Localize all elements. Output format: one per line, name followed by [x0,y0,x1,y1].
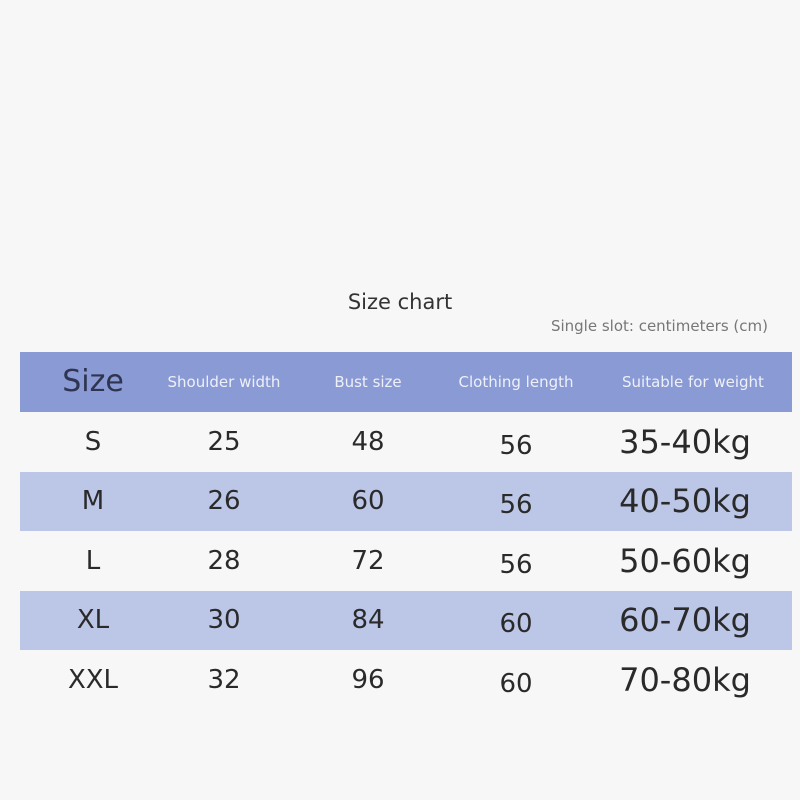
table-cell: 30 [207,605,241,636]
table-cell: 96 [351,664,385,695]
table-cell: 56 [499,430,533,461]
table-cell: 70-80kg [619,660,751,699]
table-row: L 28 72 56 50-60kg [20,531,792,591]
table-cell: M [81,486,105,517]
table-cell: 26 [207,486,241,517]
table-cell: 60 [499,609,533,640]
table-cell: 25 [207,426,241,457]
table-cell: 48 [351,426,385,457]
table-cell: 60-70kg [619,601,751,640]
header-shoulder: Shoulder width [167,373,281,391]
table-cell: 40-50kg [619,482,751,521]
size-table: Size Shoulder width Bust size Clothing l… [20,352,792,710]
header-row: Size Shoulder width Bust size Clothing l… [20,352,792,412]
header-weight: Suitable for weight [622,373,764,391]
unit-note: Single slot: centimeters (cm) [550,317,768,335]
table-cell: 84 [351,605,385,636]
table-cell: 72 [351,545,385,576]
table-cell: XL [76,605,110,636]
table-cell: 56 [499,490,533,521]
table-cell: 32 [207,664,241,695]
header-length: Clothing length [458,373,574,391]
header-bust: Bust size [334,373,402,391]
table-cell: L [85,545,101,576]
table-cell: 50-60kg [619,541,751,580]
table-cell: 60 [499,668,533,699]
table-row: M 26 60 56 40-50kg [20,471,792,531]
table-row: XL 30 84 60 60-70kg [20,590,792,650]
table-cell: S [84,426,102,457]
table-cell: 28 [207,545,241,576]
table-cell: 60 [351,486,385,517]
table-row: S 25 48 56 35-40kg [20,412,792,472]
table-cell: 56 [499,549,533,580]
table-cell: XXL [67,664,119,695]
table-row: XXL 32 96 60 70-80kg [20,650,792,710]
table-cell: 35-40kg [619,422,751,461]
chart-title: Size chart [347,290,453,314]
header-size: Size [62,364,124,399]
